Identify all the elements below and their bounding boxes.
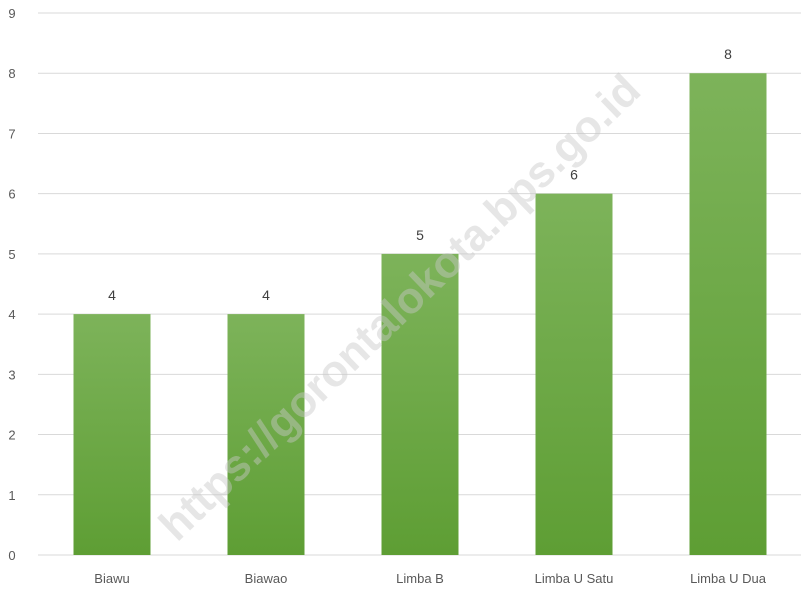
y-tick-label: 0 (8, 548, 15, 563)
bar (689, 73, 767, 555)
y-tick-label: 8 (8, 66, 15, 81)
bar (227, 314, 305, 555)
y-tick-label: 3 (8, 367, 15, 382)
data-label: 6 (570, 167, 578, 183)
bar (535, 193, 613, 555)
bar (381, 253, 459, 555)
y-tick-label: 6 (8, 187, 15, 202)
x-tick-label: Limba B (396, 571, 444, 586)
x-tick-label: Biawao (245, 571, 288, 586)
y-tick-label: 5 (8, 247, 15, 262)
data-label: 8 (724, 46, 732, 62)
data-label: 5 (416, 227, 424, 243)
x-tick-label: Biawu (94, 571, 129, 586)
bars (73, 73, 767, 555)
labels: 0 1 2 3 4 5 6 7 8 9 4 Biawu 4 Biawao 5 Limba B 6 Limba U … (8, 6, 766, 586)
y-tick-label: 2 (8, 428, 15, 443)
x-tick-label: Limba U Satu (535, 571, 614, 586)
y-tick-label: 1 (8, 488, 15, 503)
y-tick-label: 7 (8, 126, 15, 141)
x-tick-label: Limba U Dua (690, 571, 767, 586)
data-label: 4 (262, 287, 270, 303)
y-tick-label: 4 (8, 307, 15, 322)
bar (73, 314, 151, 555)
data-label: 4 (108, 287, 116, 303)
y-tick-label: 9 (8, 6, 15, 21)
